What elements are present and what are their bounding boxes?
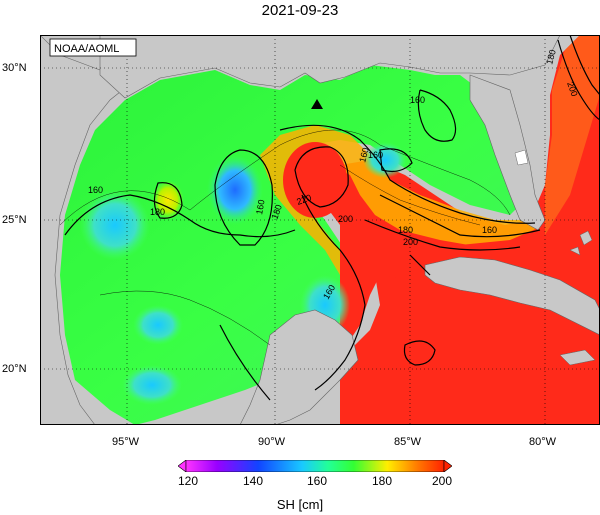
- contour-label: 160: [357, 146, 371, 163]
- triangle-marker: [311, 99, 323, 109]
- contour-label: 180: [150, 207, 165, 217]
- yucatan-peninsula: [239, 309, 359, 425]
- colorbar: [178, 460, 452, 472]
- florida-current: [545, 35, 600, 235]
- jamaica-island: [559, 349, 596, 366]
- loop-current-core: [340, 225, 545, 355]
- lat-label: 25°N: [2, 214, 27, 226]
- contour-label: 200: [565, 80, 580, 98]
- cold-eddy-central: [207, 155, 263, 225]
- lon-label: 85°W: [394, 436, 422, 448]
- contour-label: 160: [410, 95, 425, 105]
- credit-box: NOAA/AOML: [49, 38, 137, 57]
- cyan-eddy-east: [363, 142, 407, 178]
- lon-label: 80°W: [529, 436, 557, 448]
- contour-label: 160: [368, 150, 383, 160]
- lon-label: 95°W: [112, 436, 140, 448]
- sea-height-map: 160 160 180 160 160 220 180 200 160 180 …: [40, 35, 600, 425]
- contour-lines-thin: [59, 129, 511, 346]
- cyan-eddy-west: [80, 190, 150, 260]
- map-title: 2021-09-23: [261, 2, 339, 19]
- lat-label: 30°N: [2, 62, 27, 74]
- colorbar-tick: 160: [307, 474, 328, 488]
- credit-text: NOAA/AOML: [54, 43, 119, 55]
- lake-okeechobee: [514, 149, 529, 166]
- contour-label: 160: [88, 185, 103, 195]
- us-gulf-coast: [99, 35, 600, 99]
- contour-label: 160: [482, 225, 497, 235]
- colorbar-tick: 120: [178, 474, 199, 488]
- lat-lon-grid: [40, 35, 600, 425]
- contour-lines: [64, 35, 600, 401]
- contour-label: 200: [403, 237, 418, 247]
- lat-label: 20°N: [2, 363, 27, 375]
- lon-label: 90°W: [258, 436, 286, 448]
- contour-label: 180: [269, 203, 284, 221]
- cuba: [424, 256, 600, 336]
- contour-label: 200: [338, 214, 353, 224]
- colorbar-tick: 140: [243, 474, 264, 488]
- bahamas-islands: [569, 230, 593, 256]
- colorbar-label: SH [cm]: [276, 497, 324, 512]
- contour-label: 220: [295, 192, 313, 207]
- cyan-eddy-south: [133, 305, 183, 345]
- contour-label: 180: [398, 225, 413, 235]
- warm-eddy: [283, 142, 347, 218]
- colorbar-tick: 180: [372, 474, 393, 488]
- contour-label: 180: [544, 48, 558, 65]
- contour-label: 160: [254, 199, 266, 216]
- warm-eddy-yellow: [152, 180, 184, 220]
- colorbar-tick: 200: [432, 474, 453, 488]
- cyan-eddy-bay: [122, 365, 182, 405]
- contour-labels: 160 160 180 160 160 220 180 200 160 180 …: [88, 48, 580, 301]
